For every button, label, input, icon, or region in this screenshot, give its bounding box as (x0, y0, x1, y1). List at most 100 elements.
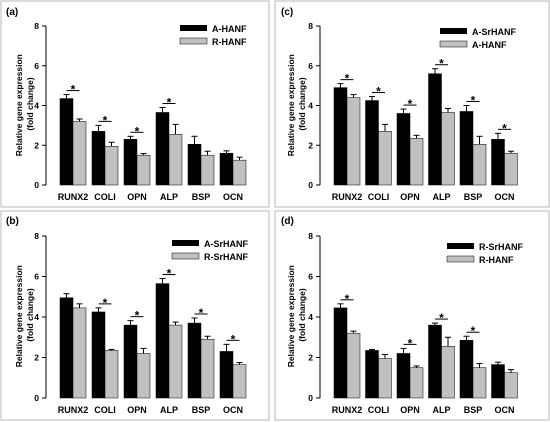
y-tick-label: 6 (34, 61, 39, 71)
y-tick-label: 4 (308, 101, 313, 111)
bar-opn-series-2 (136, 353, 151, 399)
legend-label-series-1: R-SrHANF (479, 242, 524, 252)
bar-alp-series-1 (428, 73, 442, 186)
y-tick-label: 4 (308, 312, 313, 322)
bar-runx2-series-2 (72, 121, 87, 186)
y-tick-label: 8 (34, 21, 39, 31)
bar-coli-series-2 (104, 350, 119, 399)
legend: R-SrHANF R-HANF (446, 242, 524, 265)
y-tick-label: 0 (34, 180, 39, 190)
legend-swatch-series-2 (439, 40, 468, 48)
y-tick-label: 0 (308, 393, 313, 403)
x-tick-label: ALP (160, 192, 178, 202)
legend-swatch-series-1 (447, 243, 474, 249)
y-tick-label: 8 (308, 231, 313, 241)
y-tick-label: 8 (34, 231, 39, 241)
bar-ocn-series-1 (491, 139, 505, 186)
bar-runx2-series-1 (333, 307, 348, 399)
significance-star: * (135, 124, 140, 138)
x-tick-label: RUNX2 (58, 192, 89, 202)
y-axis-label: Relative gene expression (fold change) (286, 52, 307, 156)
bar-coli-series-1 (91, 131, 106, 186)
x-tick-label: OPN (400, 192, 420, 202)
panel-border (274, 0, 550, 208)
significance-star: * (439, 57, 444, 71)
panel-d: (d) Relative gene expression (fold chang… (274, 210, 550, 421)
bar-coli-series-2 (378, 358, 392, 399)
bar-bsp-series-1 (459, 111, 474, 186)
bar-opn-series-1 (396, 113, 411, 186)
x-tick-label: COLI (94, 405, 116, 415)
significance-star: * (167, 95, 172, 109)
y-tick-label: 8 (308, 21, 313, 31)
bar-coli-series-2 (104, 145, 119, 186)
x-tick-label: OCN (495, 405, 515, 415)
significance-star: * (345, 292, 350, 306)
x-tick-label: RUNX2 (332, 405, 363, 415)
bar-coli-series-1 (365, 350, 379, 399)
bar-alp-series-1 (155, 112, 170, 186)
bar-bsp-series-2 (472, 144, 487, 186)
y-axis-label-line-2: (fold change) (25, 288, 35, 342)
panel-a: (a) Relative gene expression (fold chang… (0, 0, 270, 208)
x-tick-label: OPN (400, 405, 420, 415)
legend-swatch-series-2 (446, 255, 475, 263)
y-axis-label-line-2: (fold change) (25, 77, 35, 131)
x-tick-label: BSP (192, 192, 211, 202)
x-tick-label: BSP (464, 192, 483, 202)
bar-opn-series-2 (409, 138, 424, 186)
panel-border (0, 210, 270, 421)
y-tick-label: 2 (308, 353, 313, 363)
legend-swatch-series-2 (179, 37, 208, 45)
bar-runx2-series-2 (346, 97, 361, 186)
y-axis-label-line-1: Relative gene expression (286, 54, 296, 156)
y-tick-label: 2 (34, 353, 39, 363)
x-tick-label: RUNX2 (58, 405, 89, 415)
bar-ocn-series-2 (232, 159, 247, 186)
plot-area: 0 2 4 6 8 * RUNX2 * COLI * OPN * ALP * BSP * OCN (308, 21, 518, 202)
bar-opn-series-1 (123, 324, 138, 399)
significance-star: * (408, 97, 413, 111)
legend-swatch-series-1 (172, 240, 199, 246)
bar-opn-series-2 (409, 367, 424, 399)
panel-border (274, 210, 550, 421)
significance-star: * (135, 309, 140, 323)
significance-star: * (71, 83, 76, 97)
y-tick-label: 4 (34, 101, 39, 111)
legend-label-series-1: A-SrHANF (472, 27, 517, 37)
x-tick-label: COLI (368, 405, 390, 415)
bar-bsp-series-2 (200, 339, 215, 399)
bar-coli-series-1 (91, 311, 106, 399)
plot-area: 0 2 4 6 8 RUNX2 * COLI * OPN * ALP * BSP * OCN (34, 231, 247, 415)
bar-bsp-series-1 (187, 144, 202, 186)
bar-bsp-series-1 (459, 340, 474, 399)
x-tick-label: ALP (160, 405, 178, 415)
bar-opn-series-1 (396, 353, 411, 399)
legend-swatch-series-1 (440, 28, 467, 34)
bar-bsp-series-2 (200, 154, 215, 186)
plot-area: 0 2 4 6 8 * RUNX2 COLI * OPN * ALP * BSP OCN (308, 231, 518, 415)
significance-star: * (199, 306, 204, 320)
x-tick-label: ALP (433, 405, 451, 415)
bar-runx2-series-1 (59, 297, 74, 399)
bar-runx2-series-1 (59, 98, 74, 186)
y-tick-label: 0 (34, 393, 39, 403)
x-tick-label: COLI (368, 192, 390, 202)
bar-alp-series-2 (168, 324, 183, 399)
bar-alp-series-2 (441, 346, 455, 399)
bar-alp-series-1 (155, 283, 170, 399)
significance-star: * (231, 332, 236, 346)
y-axis-label-line-2: (fold change) (297, 77, 307, 131)
x-tick-label: OCN (223, 192, 243, 202)
bar-bsp-series-1 (187, 322, 202, 399)
legend-label-series-1: A-HANF (212, 24, 247, 34)
significance-star: * (439, 311, 444, 325)
y-axis-label-line-1: Relative gene expression (286, 265, 296, 367)
bar-ocn-series-1 (219, 351, 234, 399)
bar-runx2-series-2 (72, 307, 87, 399)
legend-label-series-2: R-HANF (212, 37, 247, 47)
bar-ocn-series-1 (491, 364, 505, 399)
y-tick-label: 4 (34, 312, 39, 322)
plot-area: 0 2 4 6 8 * RUNX2 * COLI * OPN * ALP BSP OCN (34, 21, 247, 202)
legend-label-series-2: A-HANF (472, 40, 507, 50)
